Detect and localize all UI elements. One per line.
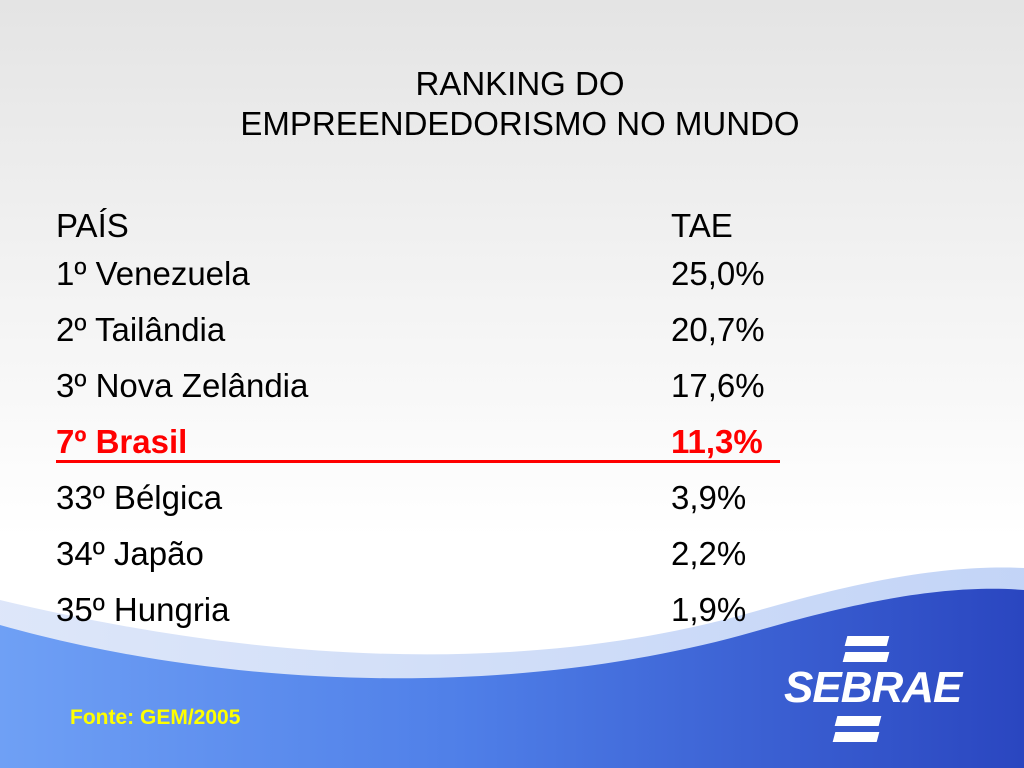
header-country: PAÍS [56,207,129,244]
row-tae: 17,6% [671,367,765,404]
table-row-highlighted: 7º Brasil 11,3% [56,422,796,478]
row-country: 35º Hungria [56,591,230,628]
row-tae: 11,3% [671,423,763,460]
logo-bar-bottom-1 [834,716,882,726]
source-note: Fonte: GEM/2005 [70,706,241,729]
logo-text: SEBRAE [784,663,962,712]
row-tae: 2,2% [671,535,747,572]
page-title: RANKING DO EMPREENDEDORISMO NO MUNDO [0,64,1024,144]
row-tae: 25,0% [671,255,765,292]
row-tae: 1,9% [671,591,747,628]
row-country: 33º Bélgica [56,479,223,516]
row-tae: 20,7% [671,311,765,348]
table-row: 2º Tailândia 20,7% [56,310,796,366]
row-country: 2º Tailândia [56,311,226,348]
header-tae: TAE [671,207,733,244]
row-tae: 3,9% [671,479,747,516]
highlight-underline [56,460,780,463]
ranking-table: PAÍS TAE 1º Venezuela 25,0% 2º Tailândia… [56,206,796,646]
row-country: 1º Venezuela [56,255,250,292]
row-country: 3º Nova Zelândia [56,367,309,404]
table-row: 3º Nova Zelândia 17,6% [56,366,796,422]
logo-bar-top-2 [842,652,890,662]
row-country: 7º Brasil [56,423,188,460]
table-row: 1º Venezuela 25,0% [56,254,796,310]
logo-bar-top-1 [844,636,890,646]
title-line-1: RANKING DO [415,65,625,102]
table-header: PAÍS TAE [56,206,796,254]
table-row: 35º Hungria 1,9% [56,590,796,646]
title-line-2: EMPREENDEDORISMO NO MUNDO [240,105,800,142]
logo-bar-bottom-2 [832,732,880,742]
table-row: 33º Bélgica 3,9% [56,478,796,534]
sebrae-logo: SEBRAE [784,632,962,742]
table-row: 34º Japão 2,2% [56,534,796,590]
row-country: 34º Japão [56,535,204,572]
